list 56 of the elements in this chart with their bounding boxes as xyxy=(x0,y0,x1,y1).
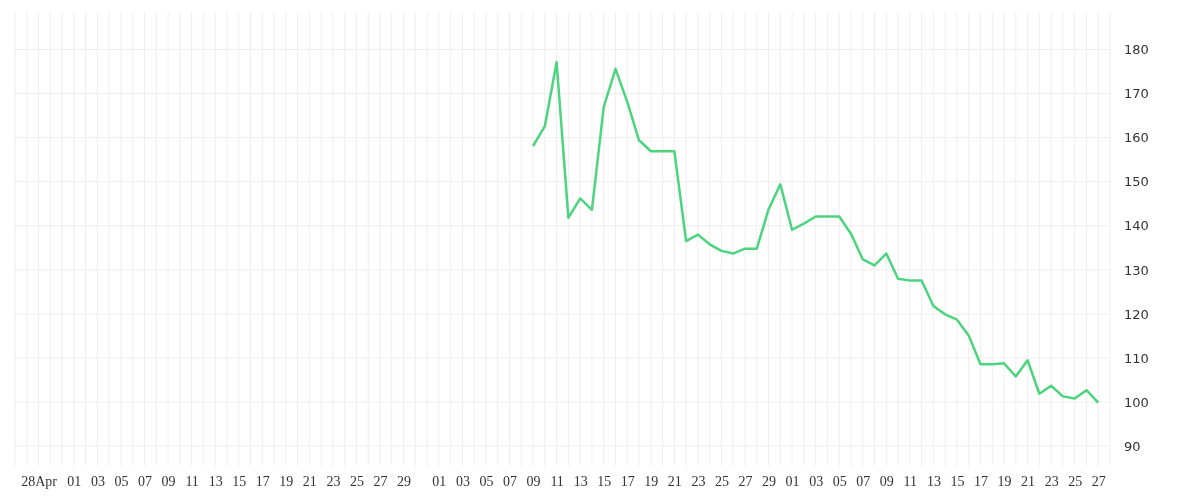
x-tick-label: 11 xyxy=(185,473,199,489)
x-tick-label: 09 xyxy=(526,473,541,489)
x-tick-label: 03 xyxy=(90,473,105,489)
x-tick-label: 11 xyxy=(903,473,918,489)
x-tick-label: 25 xyxy=(1068,473,1083,489)
x-tick-label: 07 xyxy=(503,473,518,489)
x-tick-label: 09 xyxy=(161,473,176,489)
y-tick-label: 90 xyxy=(1124,438,1141,454)
x-tick-label: 11 xyxy=(550,473,564,489)
line-series xyxy=(531,61,1100,404)
x-tick-label: 23 xyxy=(1044,473,1059,489)
x-tick-label: 19 xyxy=(997,473,1012,489)
x-tick-label: 15 xyxy=(232,473,247,489)
y-tick-label: 140 xyxy=(1124,218,1149,234)
y-tick-label: 100 xyxy=(1124,394,1149,410)
x-tick-label: 19 xyxy=(644,473,659,489)
x-tick-label: 01 xyxy=(785,473,800,489)
x-tick-label: 28Apr xyxy=(21,473,58,489)
x-tick-label: 21 xyxy=(667,473,682,489)
y-tick-label: 160 xyxy=(1124,130,1149,146)
x-tick-label: 21 xyxy=(302,473,317,489)
x-tick-label: 13 xyxy=(926,473,941,489)
y-tick-label: 170 xyxy=(1124,86,1149,102)
x-tick-label: 29 xyxy=(762,473,777,489)
y-tick-label: 130 xyxy=(1124,262,1149,278)
x-tick-label: 01 xyxy=(67,473,82,489)
x-tick-label: 07 xyxy=(138,473,153,489)
x-tick-label: 21 xyxy=(1021,473,1036,489)
x-tick-label: 15 xyxy=(950,473,965,489)
x-tick-label: 25 xyxy=(714,473,729,489)
y-tick-label: 120 xyxy=(1124,306,1149,322)
x-tick-label: 15 xyxy=(597,473,612,489)
x-tick-label: 17 xyxy=(255,473,270,489)
x-tick-label: 19 xyxy=(279,473,294,489)
x-tick-label: 05 xyxy=(114,473,129,489)
x-tick-label: 09 xyxy=(879,473,894,489)
x-tick-label: 29 xyxy=(397,473,412,489)
x-tick-label: 23 xyxy=(326,473,341,489)
x-tick-label: 05 xyxy=(479,473,494,489)
y-tick-label: 150 xyxy=(1124,174,1149,190)
x-tick-label: 13 xyxy=(208,473,223,489)
x-tick-label: 13 xyxy=(573,473,588,489)
x-tick-label: 27 xyxy=(373,473,388,489)
x-tick-label: 17 xyxy=(620,473,635,489)
x-tick-label: 17 xyxy=(973,473,988,489)
y-tick-label: 110 xyxy=(1124,350,1149,366)
x-tick-label: 05 xyxy=(832,473,847,489)
x-tick-label: 01 xyxy=(432,473,447,489)
x-tick-label: 25 xyxy=(349,473,364,489)
x-tick-label: 27 xyxy=(1091,473,1106,489)
x-tick-label: 27 xyxy=(738,473,753,489)
x-tick-label: 03 xyxy=(809,473,824,489)
x-tick-label: 23 xyxy=(691,473,706,489)
x-tick-label: 07 xyxy=(856,473,871,489)
y-tick-label: 180 xyxy=(1124,42,1149,58)
x-tick-label: 03 xyxy=(455,473,470,489)
